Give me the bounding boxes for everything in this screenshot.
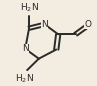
Text: H$_2$N: H$_2$N [20,1,39,14]
Text: H$_2$N: H$_2$N [15,72,34,85]
Text: N: N [22,44,29,53]
Text: N: N [41,20,48,29]
Text: O: O [85,20,92,29]
